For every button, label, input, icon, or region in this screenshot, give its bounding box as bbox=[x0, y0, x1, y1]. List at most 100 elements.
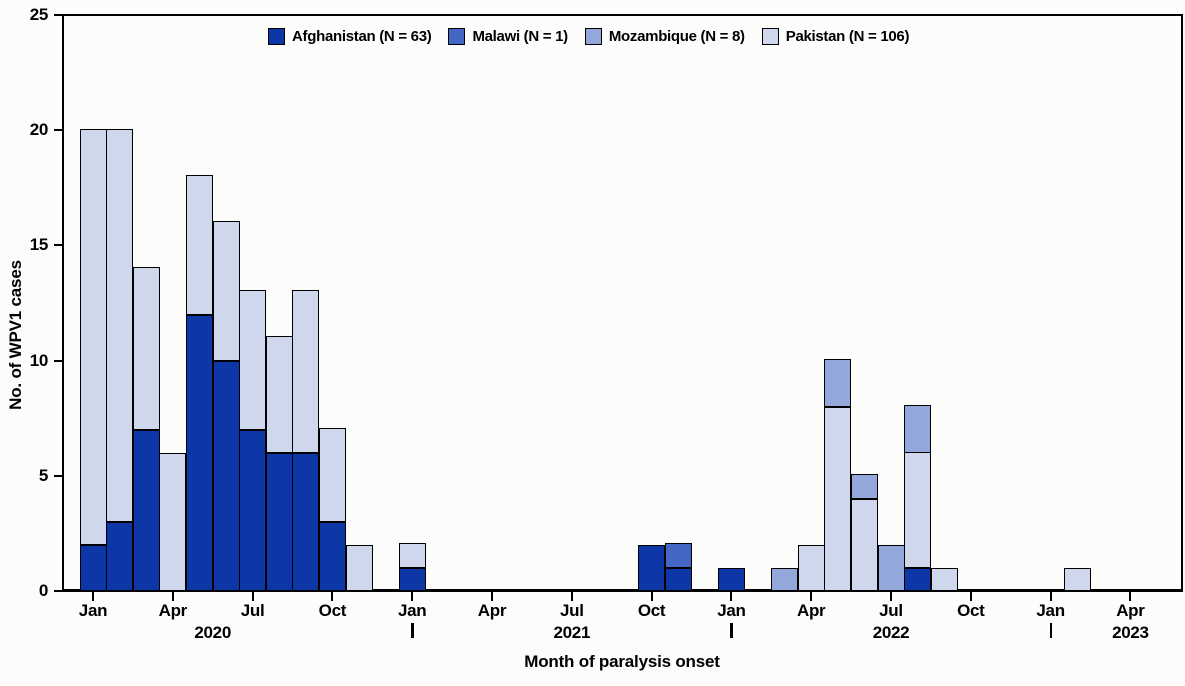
x-tick-mark bbox=[1049, 592, 1052, 601]
bar-segment-pakistan bbox=[930, 567, 958, 591]
x-tick-mark bbox=[331, 592, 334, 601]
y-tick-label: 10 bbox=[29, 350, 49, 370]
bar-segment-pakistan bbox=[239, 290, 267, 430]
y-tick-mark bbox=[54, 244, 63, 247]
x-tick-mark bbox=[730, 592, 733, 601]
year-separator-mark bbox=[730, 623, 733, 638]
chart-legend: Afghanistan (N = 63) Malawi (N = 1) Mozamb… bbox=[268, 28, 909, 45]
bar-segment-afghanistan bbox=[398, 567, 426, 591]
bar-segment-pakistan bbox=[824, 406, 852, 591]
bar-segment-pakistan bbox=[850, 498, 878, 591]
x-tick-mark bbox=[92, 592, 94, 601]
y-tick-label: 25 bbox=[29, 5, 49, 24]
y-axis-title: No. of WPV1 cases bbox=[6, 260, 25, 410]
bar-segment-afghanistan bbox=[717, 567, 745, 591]
afghanistan-swatch-icon bbox=[268, 28, 285, 45]
x-tick-label: Apr bbox=[477, 601, 507, 620]
x-axis-title: Month of paralysis onset bbox=[524, 652, 720, 671]
x-tick-label: Jul bbox=[879, 601, 903, 620]
bar-segment-pakistan bbox=[212, 220, 240, 361]
bar-segment-afghanistan bbox=[664, 567, 692, 591]
y-tick-label: 15 bbox=[29, 235, 49, 255]
legend-label-afghanistan: Afghanistan (N = 63) bbox=[292, 28, 432, 45]
x-axis-year-label: 2023 bbox=[1112, 623, 1149, 642]
bar-segment-afghanistan bbox=[292, 452, 320, 591]
x-tick-label: Oct bbox=[637, 601, 666, 620]
x-axis-year-label: 2021 bbox=[553, 623, 591, 642]
bar-segment-pakistan bbox=[265, 336, 293, 453]
bar-segment-afghanistan bbox=[185, 314, 213, 591]
x-tick-label: Jan bbox=[1036, 601, 1065, 620]
bar-segment-afghanistan bbox=[318, 521, 346, 591]
x-tick-label: Apr bbox=[158, 601, 188, 620]
legend-label-mozambique: Mozambique (N = 8) bbox=[608, 28, 745, 45]
y-tick-mark bbox=[54, 129, 63, 132]
x-tick-label: Jan bbox=[717, 601, 746, 620]
y-tick-label: 20 bbox=[29, 120, 49, 140]
x-tick-label: Jan bbox=[397, 601, 427, 620]
bar-segment-afghanistan bbox=[904, 567, 932, 591]
legend-item-afghanistan: Afghanistan (N = 63) bbox=[268, 28, 432, 45]
x-tick-label: Jan bbox=[78, 601, 108, 620]
bar-segment-afghanistan bbox=[132, 429, 160, 591]
bar-segment-afghanistan bbox=[212, 360, 240, 591]
legend-label-malawi: Malawi (N = 1) bbox=[472, 28, 568, 45]
plot-frame-right bbox=[1181, 14, 1183, 592]
bar-segment-pakistan bbox=[318, 428, 346, 522]
bar-segment-pakistan bbox=[345, 544, 373, 591]
x-tick-mark bbox=[171, 592, 174, 601]
bar-segment-afghanistan bbox=[79, 544, 107, 591]
bar-segment-pakistan bbox=[398, 543, 426, 568]
y-tick-mark bbox=[54, 474, 63, 477]
x-tick-mark bbox=[890, 592, 892, 601]
bar-segment-pakistan bbox=[159, 452, 187, 591]
y-axis-line bbox=[62, 14, 64, 592]
plot-area bbox=[63, 15, 1181, 591]
x-axis-year-label: 2020 bbox=[194, 623, 231, 642]
bar-segment-pakistan bbox=[185, 174, 213, 315]
x-tick-mark bbox=[1129, 592, 1132, 601]
bar-segment-pakistan bbox=[904, 451, 932, 568]
x-tick-mark bbox=[810, 592, 813, 601]
x-tick-label: Oct bbox=[318, 601, 347, 620]
x-tick-mark bbox=[411, 592, 414, 601]
pakistan-swatch-icon bbox=[761, 28, 779, 45]
plot-frame-top bbox=[62, 14, 1183, 16]
legend-item-malawi: Malawi (N = 1) bbox=[448, 28, 568, 45]
x-tick-mark bbox=[650, 592, 653, 601]
x-tick-mark bbox=[570, 592, 573, 601]
bar-segment-mozambique bbox=[824, 359, 852, 407]
bar-segment-malawi bbox=[664, 543, 692, 568]
mozambique-swatch-icon bbox=[584, 28, 602, 45]
y-tick-mark bbox=[54, 14, 63, 16]
x-tick-label: Apr bbox=[796, 601, 826, 620]
bar-segment-afghanistan bbox=[638, 544, 666, 591]
x-axis-year-label: 2022 bbox=[872, 623, 910, 642]
x-tick-mark bbox=[491, 592, 493, 601]
x-tick-label: Jul bbox=[240, 601, 265, 620]
y-tick-label: 5 bbox=[38, 465, 48, 485]
bar-segment-pakistan bbox=[1063, 567, 1091, 591]
bar-segment-pakistan bbox=[132, 266, 160, 430]
x-tick-label: Apr bbox=[1116, 601, 1145, 620]
malawi-swatch-icon bbox=[448, 28, 466, 45]
legend-item-mozambique: Mozambique (N = 8) bbox=[584, 28, 745, 45]
year-separator-mark bbox=[411, 623, 414, 638]
bar-segment-mozambique bbox=[904, 405, 932, 453]
bar-segment-mozambique bbox=[877, 544, 905, 591]
bar-segment-pakistan bbox=[797, 544, 825, 591]
bar-segment-pakistan bbox=[106, 128, 134, 522]
bar-segment-afghanistan bbox=[265, 452, 293, 591]
legend-item-pakistan: Pakistan (N = 106) bbox=[761, 28, 910, 45]
x-tick-label: Oct bbox=[957, 601, 985, 620]
x-tick-mark bbox=[251, 592, 254, 601]
bar-segment-mozambique bbox=[850, 474, 878, 499]
year-separator-mark bbox=[1049, 623, 1053, 638]
legend-label-pakistan: Pakistan (N = 106) bbox=[785, 28, 910, 45]
x-tick-label: Jul bbox=[559, 601, 584, 620]
y-tick-label: 0 bbox=[38, 581, 48, 600]
bar-segment-afghanistan bbox=[106, 521, 134, 591]
bar-segment-pakistan bbox=[292, 290, 320, 453]
y-tick-mark bbox=[54, 590, 63, 592]
